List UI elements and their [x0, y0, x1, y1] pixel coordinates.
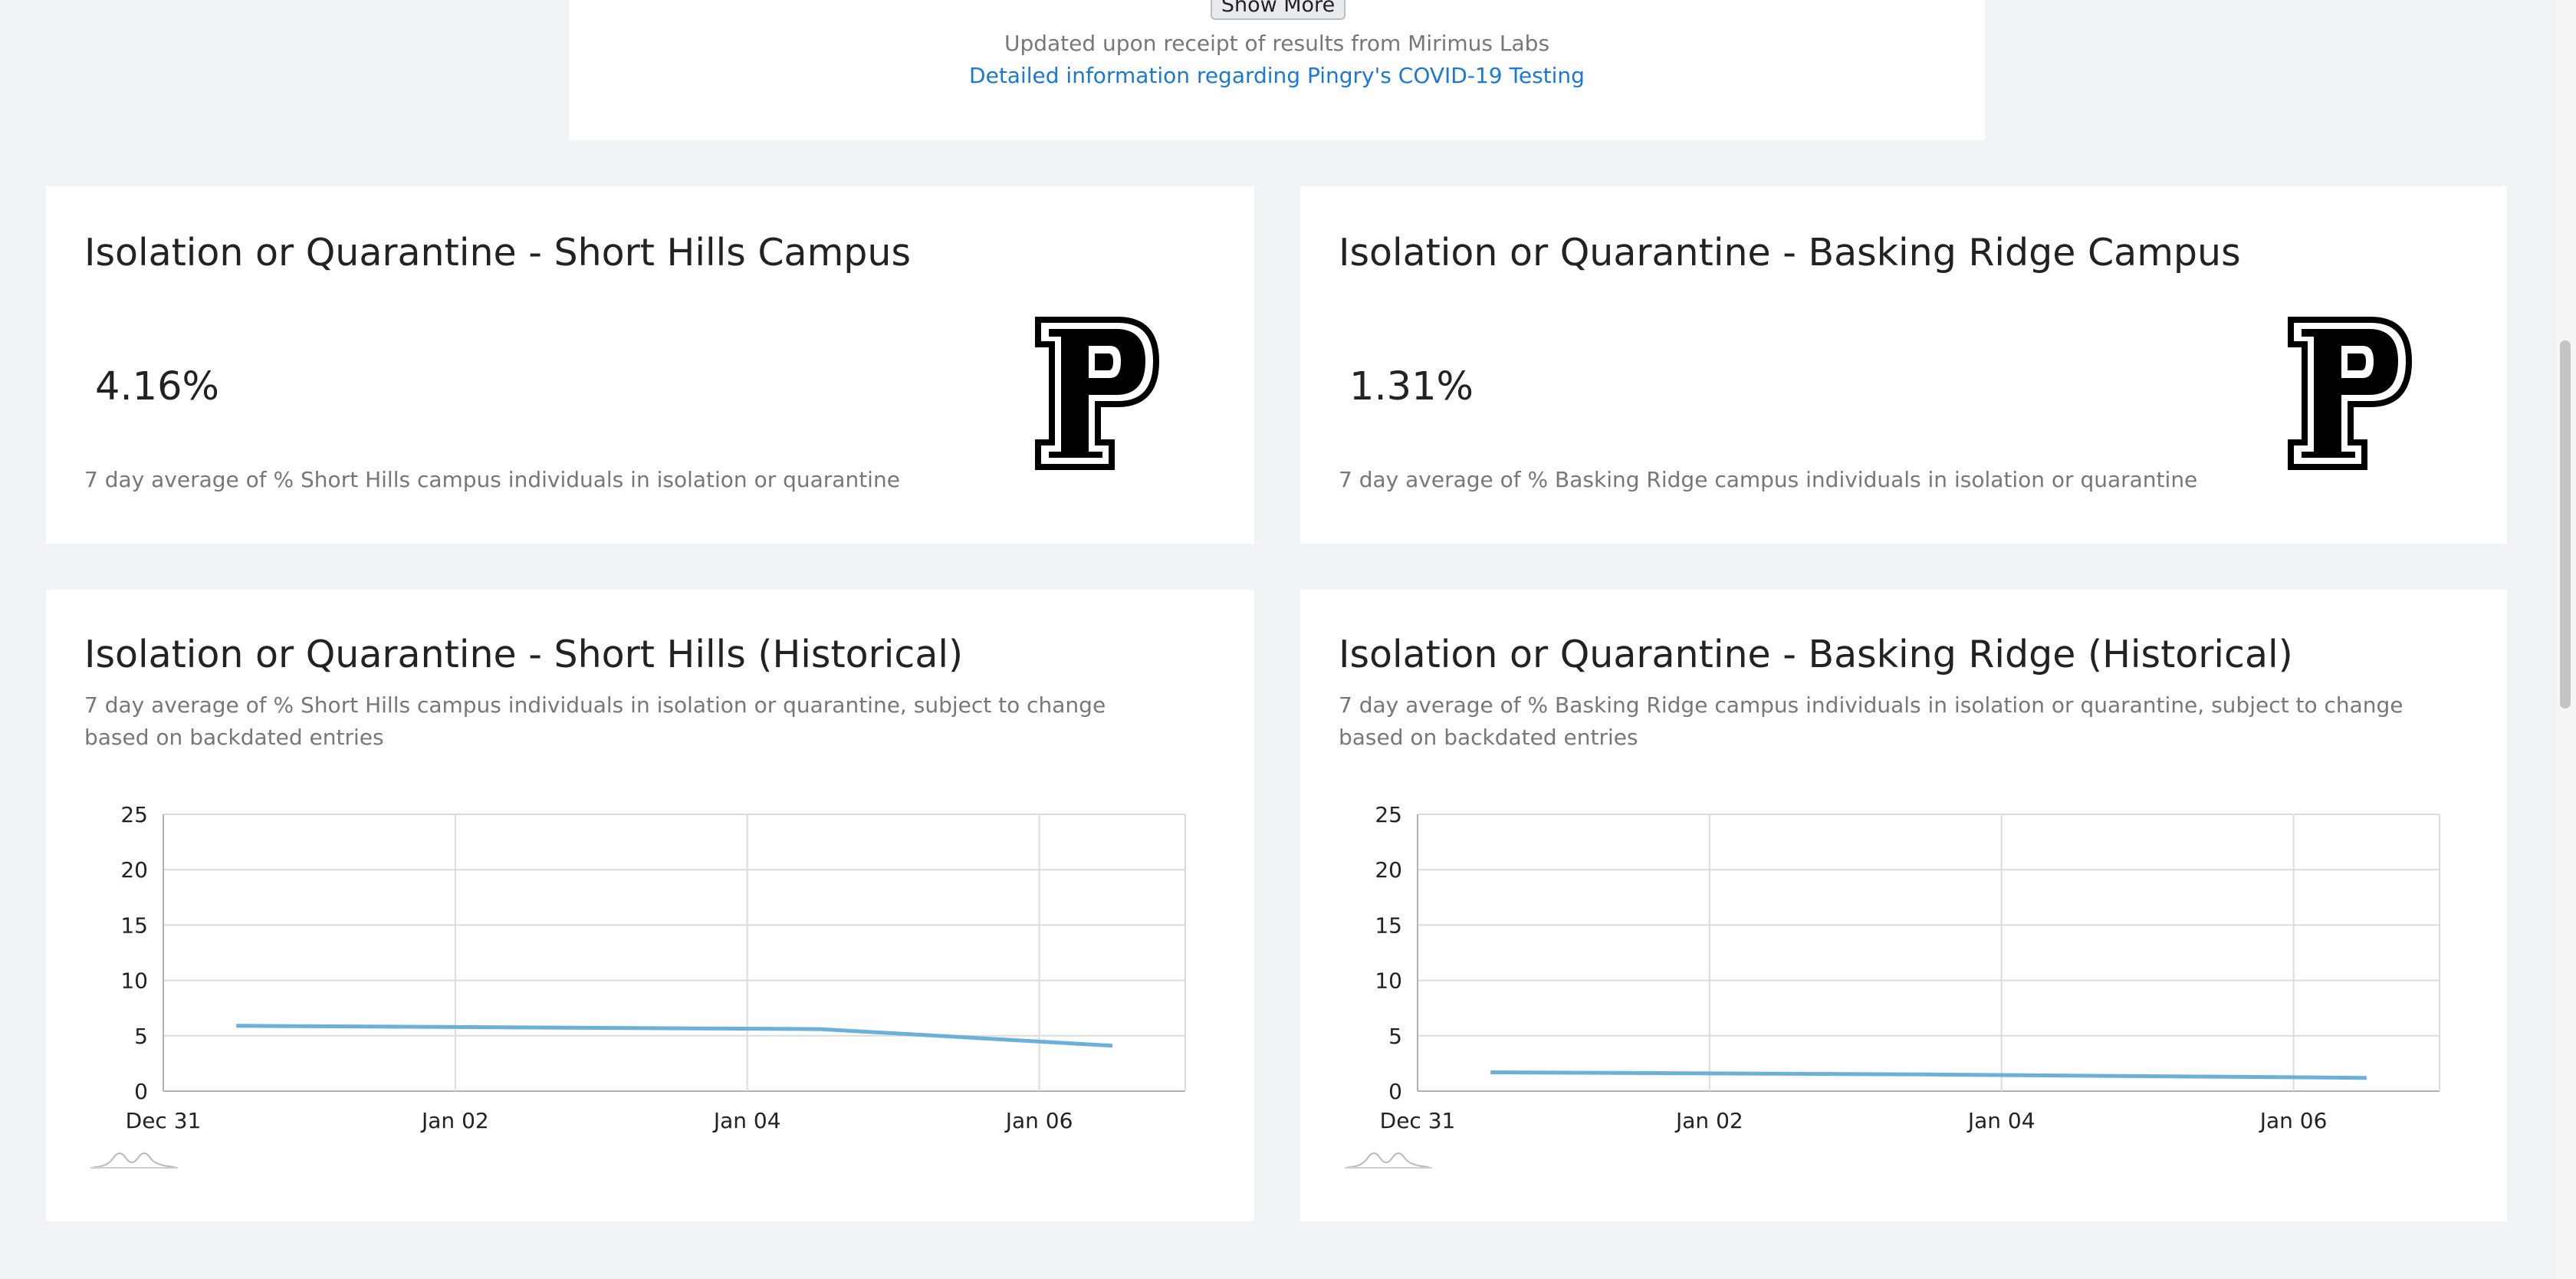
card-title: Isolation or Quarantine - Basking Ridge …: [1339, 231, 2241, 275]
short-hills-line-chart: 0 5 10 15 20 25 Dec 31 Jan 02 Jan 04 Jan 06: [90, 802, 1186, 1169]
y-tick-label: 25: [1375, 802, 1402, 827]
x-tick-label: Dec 31: [126, 1108, 202, 1133]
x-tick-label: Jan 06: [1004, 1108, 1073, 1133]
y-tick-label: 10: [1375, 968, 1402, 994]
show-more-button[interactable]: Show More: [1211, 0, 1346, 20]
card-title: Isolation or Quarantine - Short Hills (H…: [84, 633, 964, 676]
basking-ridge-metric: 1.31%: [1349, 364, 1474, 409]
updated-note: Updated upon receipt of results from Mir…: [1004, 31, 1550, 56]
chart-watermark-icon: [93, 1152, 176, 1168]
y-tick-label: 15: [1375, 912, 1402, 938]
x-tick-label: Jan 02: [1674, 1108, 1743, 1133]
chart-watermark-icon: [1347, 1152, 1430, 1168]
basking-ridge-stat-card: Isolation or Quarantine - Basking Ridge …: [1300, 186, 2507, 544]
chart-description: 7 day average of % Short Hills campus in…: [84, 692, 1106, 750]
scrollbar-thumb[interactable]: [2560, 340, 2571, 709]
y-tick-label: 25: [120, 802, 148, 827]
chart-description: 7 day average of % Basking Ridge campus …: [1339, 692, 2404, 750]
x-tick-label: Jan 04: [712, 1108, 781, 1133]
y-tick-label: 0: [1388, 1079, 1402, 1104]
y-tick-label: 5: [134, 1024, 148, 1049]
y-tick-label: 20: [120, 857, 148, 883]
pingry-p-logo: [2288, 317, 2413, 470]
card-title: Isolation or Quarantine - Short Hills Ca…: [84, 231, 911, 275]
x-tick-label: Jan 06: [2259, 1108, 2328, 1133]
x-tick-label: Jan 02: [420, 1108, 489, 1133]
series-line: [1490, 1070, 2367, 1080]
pingry-p-logo: [1035, 317, 1160, 470]
testing-details-link[interactable]: Detailed information regarding Pingry's …: [969, 63, 1585, 88]
basking-ridge-historical-card: Isolation or Quarantine - Basking Ridge …: [1300, 590, 2507, 1221]
x-tick-label: Jan 04: [1967, 1108, 2036, 1133]
y-tick-label: 5: [1388, 1024, 1402, 1049]
basking-ridge-line-chart: 0 5 10 15 20 25 Dec 31 Jan 02 Jan 04 Jan 06: [1345, 802, 2440, 1169]
y-tick-label: 20: [1375, 857, 1402, 883]
y-tick-label: 10: [120, 968, 148, 994]
x-tick-label: Dec 31: [1380, 1108, 1456, 1133]
y-tick-label: 0: [134, 1079, 148, 1104]
short-hills-stat-card: Isolation or Quarantine - Short Hills Ca…: [46, 186, 1254, 544]
y-tick-label: 15: [120, 912, 148, 938]
testing-info-panel: Show More Updated upon receipt of result…: [569, 0, 1985, 140]
card-title: Isolation or Quarantine - Basking Ridge …: [1339, 633, 2293, 676]
short-hills-metric: 4.16%: [95, 364, 220, 409]
basking-ridge-stat-subtitle: 7 day average of % Basking Ridge campus …: [1339, 467, 2198, 492]
short-hills-stat-subtitle: 7 day average of % Short Hills campus in…: [84, 467, 900, 492]
short-hills-historical-card: Isolation or Quarantine - Short Hills (H…: [46, 590, 1254, 1221]
